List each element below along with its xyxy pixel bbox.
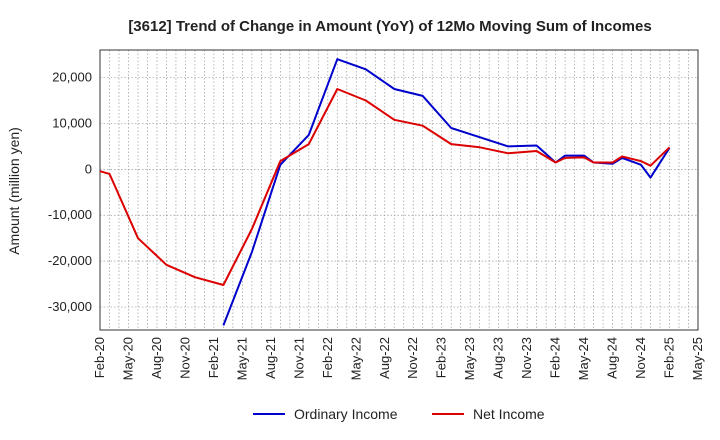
y-tick-label: -30,000 xyxy=(48,299,92,314)
y-tick-label: 0 xyxy=(85,161,92,176)
y-tick-label: -10,000 xyxy=(48,207,92,222)
x-tick-label: Feb-22 xyxy=(320,337,335,378)
x-tick-label: Feb-24 xyxy=(548,337,563,378)
x-tick-label: Nov-21 xyxy=(291,337,306,379)
y-tick-label: 10,000 xyxy=(52,115,92,130)
x-tick-label: Aug-21 xyxy=(263,337,278,379)
plot-frame xyxy=(99,49,699,331)
x-tick-label: Feb-20 xyxy=(92,337,107,378)
x-tick-label: Nov-23 xyxy=(519,337,534,379)
gridlines xyxy=(99,50,699,330)
y-tick-labels: 20,000 10,000 0 -10,000 -20,000 -30,000 xyxy=(48,70,92,315)
x-tick-label: Nov-24 xyxy=(633,337,648,379)
x-tick-label: Nov-20 xyxy=(177,337,192,379)
series-line-ordinary-income xyxy=(222,58,671,326)
x-tick-label: Aug-23 xyxy=(491,337,506,379)
x-tick-label: Feb-23 xyxy=(434,337,449,378)
y-tick-label: -20,000 xyxy=(48,253,92,268)
x-tick-label: Feb-25 xyxy=(662,337,677,378)
x-tick-label: May-20 xyxy=(120,337,135,380)
y-axis-label: Amount (million yen) xyxy=(6,127,22,255)
legend-label: Net Income xyxy=(473,406,545,422)
x-tick-label: Feb-21 xyxy=(206,337,221,378)
x-tick-labels: Feb-20 May-20 Aug-20 Nov-20 Feb-21 May-21 Aug-… xyxy=(92,337,705,380)
x-tick-label: May-24 xyxy=(576,337,591,380)
series-lines xyxy=(99,58,671,326)
x-tick-label: Nov-22 xyxy=(405,337,420,379)
y-tick-label: 20,000 xyxy=(52,70,92,85)
x-tick-label: Aug-22 xyxy=(377,337,392,379)
x-tick-label: Aug-24 xyxy=(605,337,620,379)
chart-title: [3612] Trend of Change in Amount (YoY) o… xyxy=(128,18,651,35)
legend: Ordinary Income Net Income xyxy=(253,406,545,422)
series-line-net-income xyxy=(99,88,671,286)
x-tick-label: Aug-20 xyxy=(149,337,164,379)
x-tick-label: May-23 xyxy=(462,337,477,380)
x-tick-label: May-25 xyxy=(690,337,705,380)
x-tick-label: May-22 xyxy=(348,337,363,380)
legend-label: Ordinary Income xyxy=(294,406,398,422)
x-tick-label: May-21 xyxy=(234,337,249,380)
